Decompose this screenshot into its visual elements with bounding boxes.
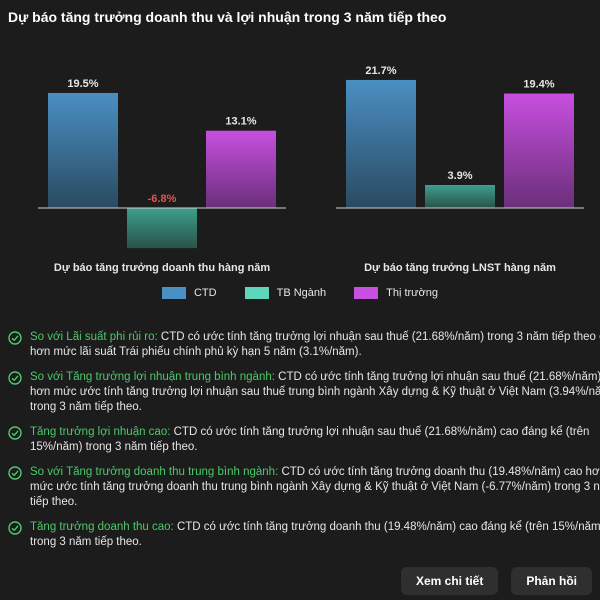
legend-item-tb-nganh[interactable]: TB Ngành <box>244 287 327 299</box>
page-title: Dự báo tăng trưởng doanh thu và lợi nhuậ… <box>8 9 447 25</box>
insight-text: Tăng trưởng doanh thu cao: CTD có ước tí… <box>30 520 600 550</box>
check-circle-icon <box>8 331 22 345</box>
legend-item-thi-truong[interactable]: Thị trường <box>354 287 438 299</box>
legend-swatch-thi-truong <box>354 287 379 299</box>
legend-label-tb-nganh: TB Ngành <box>276 287 327 299</box>
data-label: 21.7% <box>365 65 396 77</box>
check-circle-icon <box>8 521 22 535</box>
data-label: -6.8% <box>148 193 177 205</box>
legend-label-thi-truong: Thị trường <box>386 287 438 299</box>
legend-swatch-tb-nganh <box>244 287 269 299</box>
bar-thi-truong[interactable] <box>504 93 574 208</box>
view-details-button[interactable]: Xem chi tiết <box>400 567 499 595</box>
insights-list: So với Lãi suất phi rủi ro: CTD có ước t… <box>8 330 600 560</box>
feedback-button[interactable]: Phản hồi <box>511 567 592 595</box>
data-label: 3.9% <box>447 170 472 182</box>
insight-title: So với Lãi suất phi rủi ro: <box>30 331 158 343</box>
insight-title: So với Tăng trưởng doanh thu trung bình … <box>30 466 279 478</box>
bar-tb-nganh[interactable] <box>425 184 495 208</box>
bar-ctd[interactable] <box>48 92 118 208</box>
data-label: 19.5% <box>67 78 98 90</box>
legend-item-ctd[interactable]: CTD <box>161 287 217 299</box>
insight-description: CTD có ước tính tăng trưởng lợi nhuận sa… <box>30 426 590 453</box>
chart-title: Dự báo tăng trưởng doanh thu hàng năm <box>54 262 270 274</box>
insight-item: So với Tăng trưởng doanh thu trung bình … <box>8 465 600 510</box>
data-label: 13.1% <box>225 116 256 128</box>
insight-item: So với Lãi suất phi rủi ro: CTD có ước t… <box>8 330 600 360</box>
check-circle-icon <box>8 426 22 440</box>
action-buttons: Xem chi tiết Phản hồi <box>400 567 592 595</box>
bar-thi-truong[interactable] <box>206 130 276 208</box>
bar-ctd[interactable] <box>346 79 416 208</box>
insight-text: So với Tăng trưởng doanh thu trung bình … <box>30 465 600 510</box>
legend-swatch-ctd <box>161 287 186 299</box>
insight-description: CTD có ước tính tăng trưởng doanh thu (1… <box>30 466 600 508</box>
check-circle-icon <box>8 371 22 385</box>
insight-description: CTD có ước tính tăng trưởng doanh thu (1… <box>30 521 600 548</box>
bar-tb-nganh[interactable] <box>127 208 197 249</box>
insight-text: So với Tăng trưởng lợi nhuận trung bình … <box>30 370 600 415</box>
legend-label-ctd: CTD <box>193 287 217 299</box>
insight-title: Tăng trưởng doanh thu cao: <box>30 521 174 533</box>
legend: CTD TB Ngành Thị trường <box>0 287 600 299</box>
insight-item: So với Tăng trưởng lợi nhuận trung bình … <box>8 370 600 415</box>
insight-description: CTD có ước tính tăng trưởng lợi nhuận sa… <box>30 371 600 413</box>
insight-text: Tăng trưởng lợi nhuận cao: CTD có ước tí… <box>30 425 600 455</box>
insight-text: So với Lãi suất phi rủi ro: CTD có ước t… <box>30 330 600 360</box>
insight-item: Tăng trưởng lợi nhuận cao: CTD có ước tí… <box>8 425 600 455</box>
insight-description: CTD có ước tính tăng trưởng lợi nhuận sa… <box>30 331 600 358</box>
insight-item: Tăng trưởng doanh thu cao: CTD có ước tí… <box>8 520 600 550</box>
check-circle-icon <box>8 466 22 480</box>
data-label: 19.4% <box>523 79 554 91</box>
chart-title: Dự báo tăng trưởng LNST hàng năm <box>364 262 556 274</box>
insight-title: So với Tăng trưởng lợi nhuận trung bình … <box>30 371 275 383</box>
insight-title: Tăng trưởng lợi nhuận cao: <box>30 426 171 438</box>
